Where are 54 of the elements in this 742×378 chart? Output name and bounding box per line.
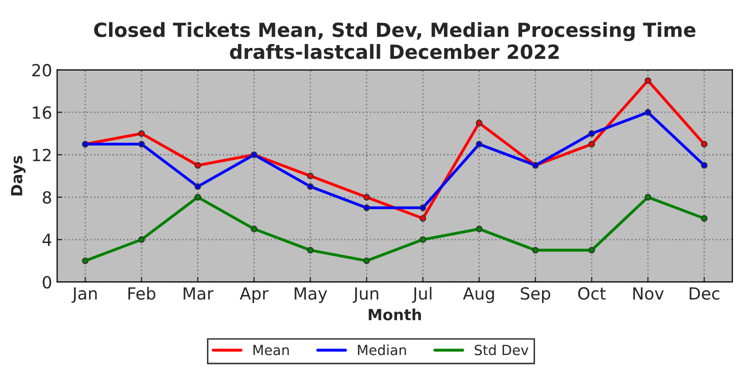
legend-label: Std Dev: [474, 344, 528, 356]
point: [420, 236, 426, 243]
point: [644, 194, 652, 200]
y-tick-label: 16: [32, 106, 52, 119]
legend-label: Mean: [253, 344, 289, 356]
y-tick-label: 12: [32, 148, 51, 162]
point: [420, 204, 426, 212]
x-tick-label: Oct: [578, 287, 606, 300]
point: [363, 194, 370, 200]
x-axis-title: Month: [368, 308, 421, 320]
point: [307, 246, 314, 254]
point: [588, 130, 595, 137]
x-tick-label: Mar: [184, 287, 214, 300]
chart-title: Closed Tickets Mean, Std Dev, Median Processing Time drafts-lastcall December 2022: [94, 22, 696, 60]
x-tick-label: Apr: [240, 287, 268, 303]
point: [138, 130, 145, 137]
point: [138, 236, 145, 243]
x-tick-label: Jul: [412, 286, 432, 303]
x-tick-label: Sep: [520, 287, 550, 303]
point: [700, 162, 708, 169]
y-tick-label: 20: [32, 64, 52, 76]
point: [532, 246, 539, 254]
point: [476, 120, 482, 126]
point: [700, 140, 708, 148]
y-tick-label: 4: [42, 234, 52, 246]
x-tick-label: May: [294, 287, 328, 303]
point: [194, 183, 202, 190]
point: [363, 204, 370, 212]
point: [588, 246, 595, 254]
y-axis-title: Days: [11, 156, 26, 196]
y-tick-label: 0: [42, 276, 52, 289]
x-tick-label: Dec: [690, 287, 720, 300]
x-tick-label: Feb: [128, 286, 156, 300]
point: [194, 194, 202, 200]
x-tick-label: Nov: [633, 287, 664, 300]
point: [307, 172, 314, 180]
point: [250, 226, 258, 232]
point: [476, 140, 482, 148]
point: [644, 109, 652, 116]
x-tick-label: Jun: [352, 287, 378, 303]
point: [700, 215, 708, 222]
point: [307, 183, 314, 190]
point: [420, 215, 426, 222]
y-tick-label: 8: [42, 191, 52, 204]
point: [194, 162, 202, 169]
point: [476, 226, 482, 232]
point: [82, 257, 89, 264]
point: [138, 140, 145, 148]
point: [363, 257, 370, 264]
point: [588, 140, 595, 148]
point: [644, 77, 652, 84]
x-tick-label: Aug: [463, 287, 494, 303]
legend-label: Median: [358, 344, 406, 356]
x-tick-label: Jan: [72, 287, 97, 303]
